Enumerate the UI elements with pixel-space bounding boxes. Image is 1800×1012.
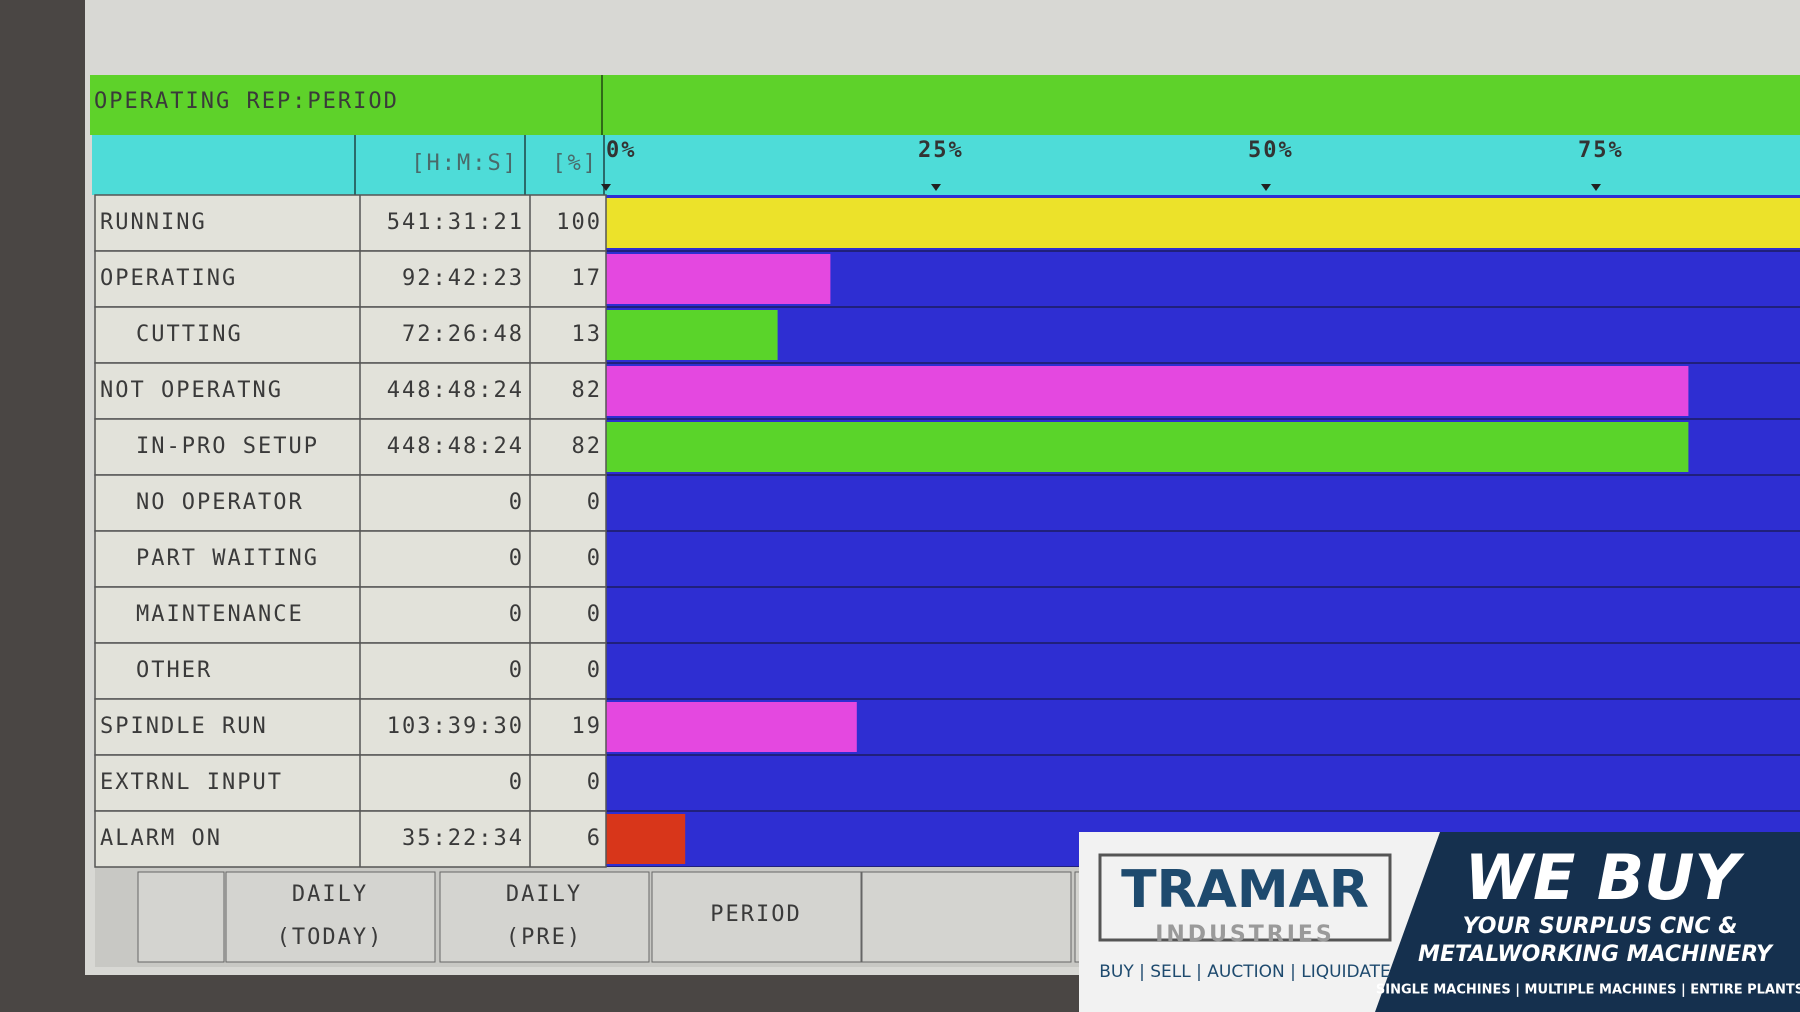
scale-tick (1261, 184, 1271, 191)
bar (606, 366, 1689, 416)
row-time: 0 (509, 658, 524, 683)
row-percent: 0 (587, 770, 602, 795)
bar (606, 702, 857, 752)
softkey-label: PERIOD (710, 902, 801, 927)
row-label: ALARM ON (100, 826, 222, 851)
row-cell (94, 810, 607, 868)
scale-tick (601, 184, 611, 191)
row-cell (94, 362, 607, 420)
ad-headline: WE BUY (1465, 841, 1746, 914)
row-cell (94, 754, 607, 812)
scale-tick (1591, 184, 1601, 191)
row-time: 448:48:24 (387, 434, 524, 459)
row-label: MAINTENANCE (136, 602, 304, 627)
bar-group (606, 198, 1800, 867)
row-label: PART WAITING (136, 546, 319, 571)
scale-tick (931, 184, 941, 191)
row-time: 92:42:23 (402, 266, 524, 291)
row-label: NOT OPERATNG (100, 378, 283, 403)
softkey[interactable] (225, 871, 436, 963)
time-header: [H:M:S] (411, 151, 518, 176)
ad-services: BUY | SELL | AUCTION | LIQUIDATE (1099, 962, 1391, 982)
row-time: 72:26:48 (402, 322, 524, 347)
row-time: 35:22:34 (402, 826, 524, 851)
softkey-label: DAILY (292, 882, 368, 907)
scale-label: 50% (1248, 138, 1294, 163)
softkey[interactable] (137, 871, 225, 963)
softkey-label: (TODAY) (277, 925, 384, 950)
bar (606, 814, 686, 864)
ad-panel (1375, 832, 1800, 1012)
row-cell (94, 194, 607, 252)
percent-header: [%] (552, 151, 598, 176)
scale-label: 75% (1578, 138, 1624, 163)
screen-title: OPERATING REP:PERIOD (94, 89, 399, 114)
row-percent: 0 (587, 546, 602, 571)
ad-tagline: METALWORKING MACHINERY (1418, 942, 1774, 967)
row-time: 541:31:21 (387, 210, 524, 235)
bar (606, 310, 778, 360)
bar (606, 254, 831, 304)
row-label: NO OPERATOR (136, 490, 304, 515)
header-bar (92, 135, 1800, 195)
bar (606, 422, 1689, 472)
row-percent: 6 (587, 826, 602, 851)
row-percent: 100 (556, 210, 602, 235)
row-percent: 82 (572, 434, 603, 459)
row-percent: 19 (572, 714, 603, 739)
row-time: 0 (509, 546, 524, 571)
softkey[interactable] (651, 871, 862, 963)
row-percent: 17 (572, 266, 603, 291)
row-percent: 0 (587, 658, 602, 683)
row-cell (94, 306, 607, 364)
scale-label: 0% (606, 138, 637, 163)
ad-logo-frame (1098, 853, 1392, 942)
row-label: SPINDLE RUN (100, 714, 268, 739)
ad-sub: INDUSTRIES (1155, 922, 1335, 947)
row-percent: 0 (587, 602, 602, 627)
row-percent: 82 (572, 378, 603, 403)
ad-tagline: YOUR SURPLUS CNC & (1463, 914, 1738, 939)
row-label: EXTRNL INPUT (100, 770, 283, 795)
row-label: RUNNING (100, 210, 207, 235)
title-bar (90, 75, 1800, 135)
ad-banner: TRAMAR INDUSTRIES BUY | SELL | AUCTION |… (1079, 832, 1800, 1012)
row-label: OTHER (136, 658, 212, 683)
softkey[interactable] (439, 871, 650, 963)
row-cell (94, 474, 607, 532)
row-time: 448:48:24 (387, 378, 524, 403)
row-time: 0 (509, 770, 524, 795)
softkey[interactable] (861, 871, 1072, 963)
row-percent: 13 (572, 322, 603, 347)
row-cell (94, 642, 607, 700)
ad-brand: TRAMAR (1121, 860, 1369, 920)
bar (606, 198, 1800, 248)
row-time: 103:39:30 (387, 714, 524, 739)
row-label: IN-PRO SETUP (136, 434, 319, 459)
scale-label: 25% (918, 138, 964, 163)
ad-footer: SINGLE MACHINES | MULTIPLE MACHINES | EN… (1376, 983, 1800, 998)
row-time: 0 (509, 490, 524, 515)
row-label: CUTTING (136, 322, 243, 347)
row-time: 0 (509, 602, 524, 627)
row-label: OPERATING (100, 266, 237, 291)
row-cell (94, 250, 607, 308)
softkey-label: DAILY (506, 882, 582, 907)
softkey-label: (PRE) (506, 925, 582, 950)
row-percent: 0 (587, 490, 602, 515)
